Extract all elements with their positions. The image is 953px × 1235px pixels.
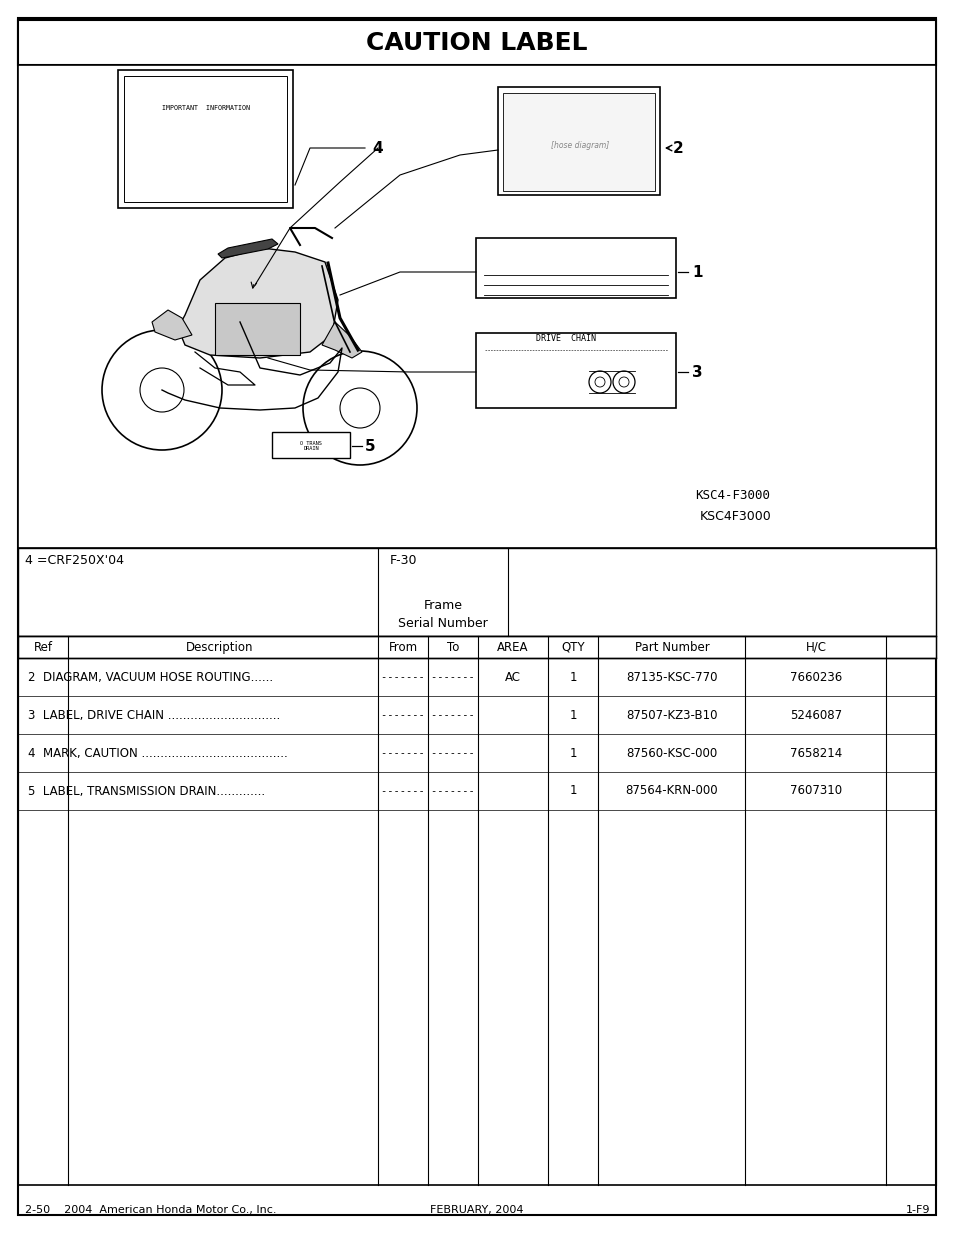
Text: Ref: Ref (33, 641, 52, 653)
Text: AREA: AREA (497, 641, 528, 653)
Bar (497, 86, 659, 195)
Text: Part Number: Part Number (634, 641, 709, 653)
Text: QTY: QTY (560, 641, 584, 653)
Bar (18, 20, 935, 65)
Text: 3: 3 (691, 364, 702, 379)
Bar (214, 303, 299, 354)
Text: H/C: H/C (804, 641, 825, 653)
Bar (272, 432, 350, 458)
Text: 1: 1 (691, 264, 701, 279)
Text: 7660236: 7660236 (789, 671, 841, 683)
Text: AC: AC (504, 671, 520, 683)
Text: KSC4-F3000: KSC4-F3000 (695, 489, 769, 501)
Text: 87560-KSC-000: 87560-KSC-000 (626, 746, 717, 760)
Bar (502, 93, 655, 191)
Text: ------- -------: ------- ------- (381, 748, 475, 758)
Text: 5: 5 (365, 438, 375, 453)
Text: 2: 2 (672, 141, 682, 156)
Text: FEBRUARY, 2004: FEBRUARY, 2004 (430, 1205, 523, 1215)
Text: 5246087: 5246087 (789, 709, 841, 721)
Bar (18, 65, 935, 548)
Text: IMPORTANT  INFORMATION: IMPORTANT INFORMATION (162, 105, 250, 111)
Bar (18, 548, 935, 636)
Text: DRIVE  CHAIN: DRIVE CHAIN (536, 333, 596, 342)
Polygon shape (322, 322, 361, 358)
Text: 2-50    2004  American Honda Motor Co., Inc.: 2-50 2004 American Honda Motor Co., Inc. (25, 1205, 276, 1215)
Text: 7607310: 7607310 (789, 784, 841, 798)
Polygon shape (152, 310, 192, 340)
Text: [hose diagram]: [hose diagram] (550, 141, 608, 149)
Bar (124, 77, 287, 203)
Text: 2  DIAGRAM, VACUUM HOSE ROUTING......: 2 DIAGRAM, VACUUM HOSE ROUTING...... (28, 671, 273, 683)
Text: Description: Description (186, 641, 253, 653)
Text: 1-F9: 1-F9 (904, 1205, 929, 1215)
Text: From: From (388, 641, 417, 653)
Bar (118, 70, 293, 207)
Text: 4  MARK, CAUTION .......................................: 4 MARK, CAUTION ........................… (28, 746, 288, 760)
Text: 7658214: 7658214 (789, 746, 841, 760)
Text: 87135-KSC-770: 87135-KSC-770 (625, 671, 717, 683)
Polygon shape (178, 248, 337, 358)
Text: 4: 4 (373, 141, 383, 156)
Text: F-30: F-30 (390, 553, 417, 567)
Text: ------- -------: ------- ------- (381, 785, 475, 797)
Text: KSC4F3000: KSC4F3000 (700, 510, 771, 522)
Bar (18, 636, 935, 658)
Text: ------- -------: ------- ------- (381, 710, 475, 720)
Text: 87507-KZ3-B10: 87507-KZ3-B10 (625, 709, 717, 721)
Text: O TRANS
DRAIN: O TRANS DRAIN (300, 441, 321, 452)
Bar (476, 238, 676, 298)
Text: 1: 1 (569, 709, 577, 721)
Text: Frame
Serial Number: Frame Serial Number (397, 599, 487, 630)
Text: 1: 1 (569, 746, 577, 760)
Text: CAUTION LABEL: CAUTION LABEL (366, 31, 587, 54)
Text: 87564-KRN-000: 87564-KRN-000 (625, 784, 718, 798)
Text: 3  LABEL, DRIVE CHAIN ..............................: 3 LABEL, DRIVE CHAIN ...................… (28, 709, 280, 721)
Text: 1: 1 (569, 784, 577, 798)
Text: 1: 1 (569, 671, 577, 683)
Text: 4 =CRF250X'04: 4 =CRF250X'04 (25, 553, 124, 567)
Text: To: To (446, 641, 458, 653)
Bar (476, 333, 676, 408)
Text: 5  LABEL, TRANSMISSION DRAIN.............: 5 LABEL, TRANSMISSION DRAIN............. (28, 784, 265, 798)
Text: ------- -------: ------- ------- (381, 672, 475, 682)
Polygon shape (218, 240, 277, 258)
